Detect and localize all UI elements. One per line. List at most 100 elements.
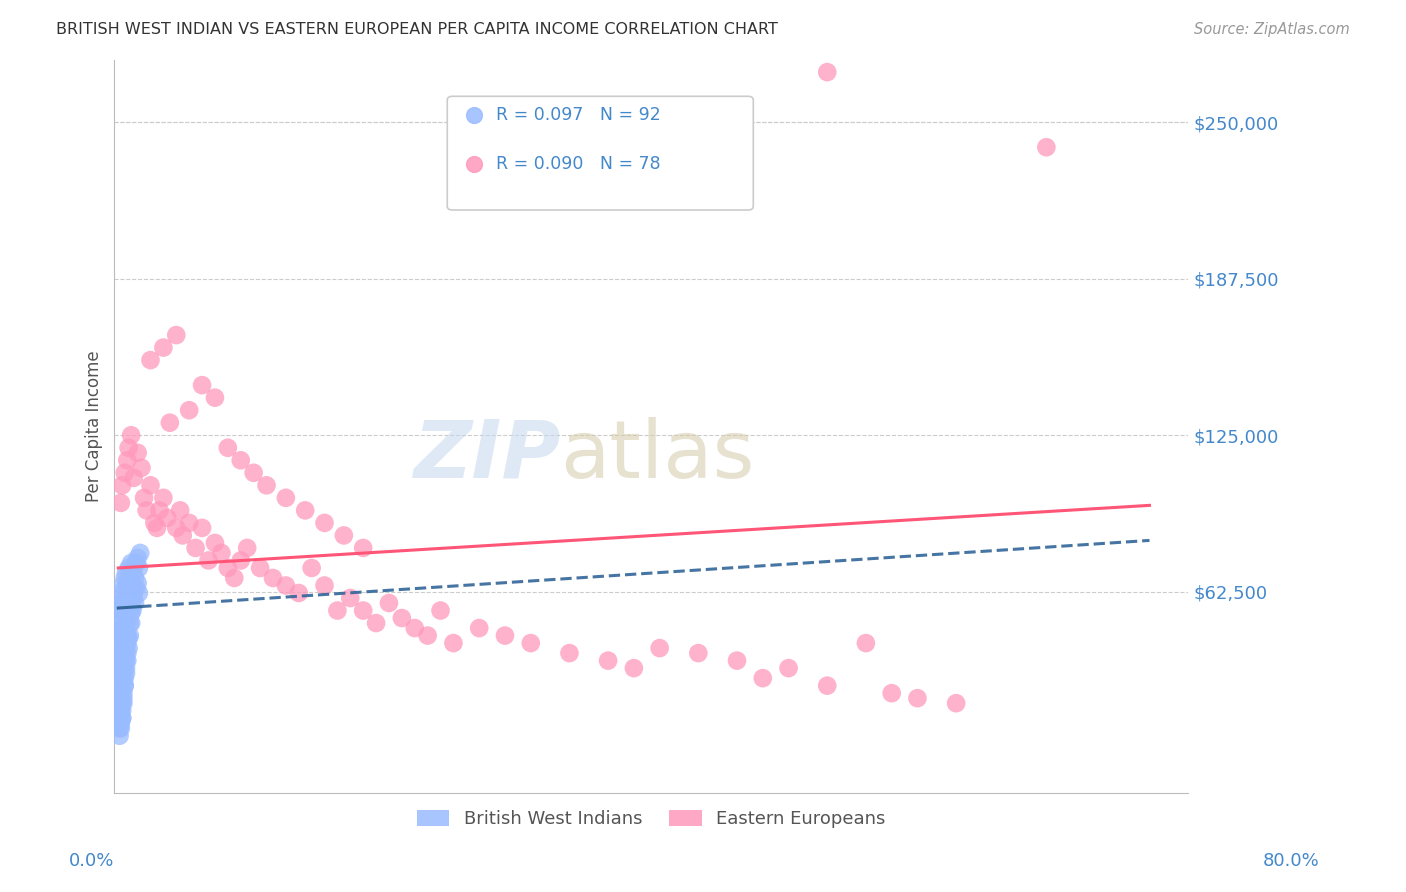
Text: R = 0.090   N = 78: R = 0.090 N = 78 xyxy=(495,155,661,173)
Point xyxy=(108,721,131,735)
Point xyxy=(110,716,132,731)
Point xyxy=(429,603,451,617)
Point xyxy=(121,591,143,605)
Point xyxy=(118,596,141,610)
Point xyxy=(494,629,516,643)
Point xyxy=(179,403,201,417)
Point xyxy=(120,556,142,570)
Point xyxy=(115,654,138,668)
Point xyxy=(815,679,838,693)
Point xyxy=(115,591,138,605)
Point xyxy=(117,646,139,660)
Point xyxy=(121,603,143,617)
Point xyxy=(108,696,131,710)
Point xyxy=(139,353,162,368)
Point xyxy=(115,629,138,643)
Point xyxy=(118,615,141,630)
Point xyxy=(494,178,516,192)
Point xyxy=(143,516,166,530)
Point xyxy=(108,686,131,700)
Point xyxy=(111,711,134,725)
Legend: British West Indians, Eastern Europeans: British West Indians, Eastern Europeans xyxy=(409,803,893,836)
Point xyxy=(184,541,207,555)
Point xyxy=(117,603,139,617)
Point xyxy=(120,428,142,442)
Point xyxy=(110,654,132,668)
Point xyxy=(249,561,271,575)
Point xyxy=(110,591,132,605)
Point xyxy=(165,328,187,343)
Point xyxy=(122,591,145,605)
Point xyxy=(108,729,131,743)
Point xyxy=(128,561,150,575)
Point xyxy=(217,441,239,455)
Point xyxy=(114,571,136,585)
Point xyxy=(114,646,136,660)
Point xyxy=(352,603,374,617)
Point xyxy=(404,621,426,635)
Point xyxy=(778,661,800,675)
Point xyxy=(129,546,152,560)
Point xyxy=(114,466,136,480)
Point xyxy=(108,679,131,693)
Point xyxy=(146,521,169,535)
Point xyxy=(204,536,226,550)
Point xyxy=(128,586,150,600)
Point xyxy=(108,615,131,630)
Point xyxy=(110,721,132,735)
Point xyxy=(339,591,361,605)
Point xyxy=(110,603,132,617)
Point xyxy=(111,611,134,625)
Point xyxy=(256,478,278,492)
Point xyxy=(111,696,134,710)
Point xyxy=(122,471,145,485)
Text: R = 0.097   N = 92: R = 0.097 N = 92 xyxy=(495,105,661,124)
Point xyxy=(114,671,136,685)
Point xyxy=(1035,140,1057,154)
Point xyxy=(120,606,142,620)
Text: atlas: atlas xyxy=(560,417,755,495)
Point xyxy=(152,491,174,505)
Point xyxy=(108,654,131,668)
Point xyxy=(725,654,748,668)
Point xyxy=(352,541,374,555)
Point xyxy=(111,596,134,610)
Point xyxy=(112,583,135,598)
Point xyxy=(117,654,139,668)
Point xyxy=(179,516,201,530)
Point xyxy=(114,636,136,650)
Point xyxy=(117,586,139,600)
Point xyxy=(416,629,439,643)
Point xyxy=(110,661,132,675)
Point xyxy=(314,578,336,592)
Point xyxy=(120,581,142,595)
Point xyxy=(169,503,191,517)
Point xyxy=(122,586,145,600)
Point xyxy=(125,556,148,570)
Point xyxy=(111,631,134,645)
Point xyxy=(623,661,645,675)
Point xyxy=(148,503,170,517)
Point xyxy=(314,516,336,530)
Text: ZIP: ZIP xyxy=(412,417,560,495)
Point xyxy=(378,596,401,610)
Point xyxy=(112,691,135,706)
Point xyxy=(110,621,132,635)
Point xyxy=(209,546,232,560)
Point xyxy=(197,553,219,567)
Point xyxy=(110,666,132,681)
Point xyxy=(125,581,148,595)
Point xyxy=(110,646,132,660)
Point xyxy=(114,679,136,693)
Point xyxy=(111,578,134,592)
Point xyxy=(165,521,187,535)
Point xyxy=(139,478,162,492)
Point xyxy=(117,641,139,656)
Point xyxy=(242,466,264,480)
Point xyxy=(118,629,141,643)
Point xyxy=(117,631,139,645)
Point xyxy=(301,561,323,575)
Point xyxy=(108,636,131,650)
Point xyxy=(120,615,142,630)
Point xyxy=(191,378,214,392)
